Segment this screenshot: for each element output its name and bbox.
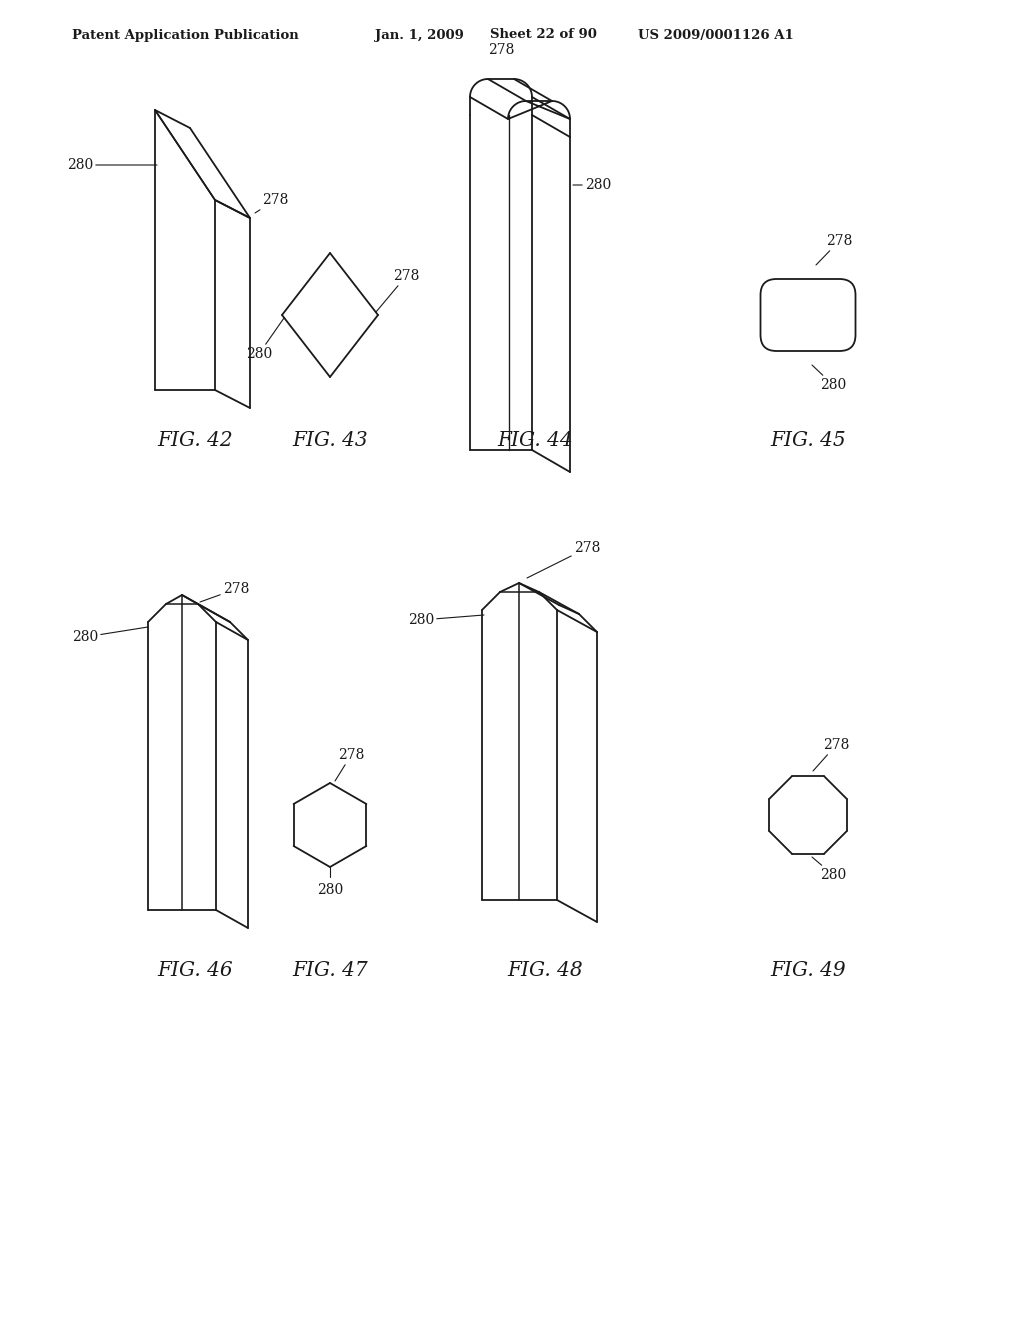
Text: FIG. 44: FIG. 44	[498, 430, 572, 450]
Text: 278: 278	[816, 234, 852, 265]
Text: 280: 280	[316, 883, 343, 898]
Text: 278: 278	[527, 541, 600, 578]
Text: 280: 280	[408, 612, 484, 627]
Text: 278: 278	[255, 193, 289, 213]
Text: FIG. 43: FIG. 43	[292, 430, 368, 450]
Text: US 2009/0001126 A1: US 2009/0001126 A1	[638, 29, 794, 41]
Text: Sheet 22 of 90: Sheet 22 of 90	[490, 29, 597, 41]
Text: FIG. 42: FIG. 42	[158, 430, 232, 450]
Text: FIG. 47: FIG. 47	[292, 961, 368, 979]
Text: 280: 280	[812, 366, 846, 392]
Text: FIG. 45: FIG. 45	[770, 430, 846, 450]
Text: Patent Application Publication: Patent Application Publication	[72, 29, 299, 41]
Text: FIG. 48: FIG. 48	[507, 961, 583, 979]
Text: 280: 280	[812, 857, 846, 882]
Text: 280: 280	[72, 627, 148, 644]
Text: FIG. 49: FIG. 49	[770, 961, 846, 979]
Text: 280: 280	[246, 318, 284, 360]
Text: FIG. 46: FIG. 46	[158, 961, 232, 979]
Text: 278: 278	[376, 269, 420, 312]
FancyBboxPatch shape	[761, 279, 855, 351]
Text: 278: 278	[813, 738, 849, 771]
Text: 278: 278	[335, 748, 365, 781]
Text: 280: 280	[67, 158, 157, 172]
Text: 278: 278	[487, 44, 514, 57]
Text: 280: 280	[573, 178, 611, 191]
Text: 278: 278	[200, 582, 250, 602]
Text: Jan. 1, 2009: Jan. 1, 2009	[375, 29, 464, 41]
